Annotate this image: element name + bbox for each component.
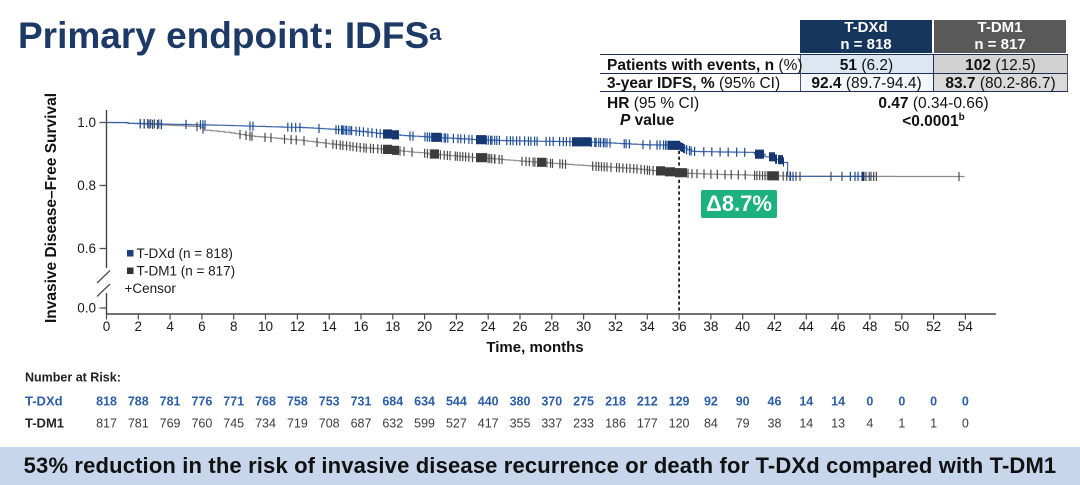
svg-text:14: 14 bbox=[799, 395, 813, 409]
svg-text:0: 0 bbox=[103, 319, 111, 334]
svg-text:36: 36 bbox=[672, 319, 687, 334]
svg-text:16: 16 bbox=[353, 319, 368, 334]
svg-text:8: 8 bbox=[230, 319, 238, 334]
svg-text:2: 2 bbox=[135, 319, 143, 334]
svg-text:0: 0 bbox=[962, 417, 969, 431]
svg-text:T-DXd: T-DXd bbox=[25, 394, 63, 409]
svg-text:92: 92 bbox=[704, 395, 718, 409]
svg-text:370: 370 bbox=[541, 395, 562, 409]
svg-text:776: 776 bbox=[191, 395, 212, 409]
svg-text:120: 120 bbox=[669, 417, 690, 431]
svg-text:+Censor: +Censor bbox=[125, 281, 177, 296]
svg-text:708: 708 bbox=[319, 417, 340, 431]
svg-text:40: 40 bbox=[735, 319, 750, 334]
svg-text:275: 275 bbox=[573, 395, 594, 409]
svg-text:22: 22 bbox=[449, 319, 464, 334]
svg-text:4: 4 bbox=[166, 319, 174, 334]
svg-text:440: 440 bbox=[478, 395, 499, 409]
svg-text:30: 30 bbox=[576, 319, 591, 334]
svg-text:233: 233 bbox=[573, 417, 594, 431]
svg-text:218: 218 bbox=[605, 395, 626, 409]
svg-text:788: 788 bbox=[128, 395, 149, 409]
svg-text:32: 32 bbox=[608, 319, 623, 334]
svg-text:0.0: 0.0 bbox=[77, 301, 96, 316]
svg-text:760: 760 bbox=[191, 417, 212, 431]
svg-text:14: 14 bbox=[799, 417, 813, 431]
svg-text:186: 186 bbox=[605, 417, 626, 431]
svg-text:745: 745 bbox=[223, 417, 244, 431]
svg-text:212: 212 bbox=[637, 395, 658, 409]
svg-text:18: 18 bbox=[385, 319, 400, 334]
svg-text:380: 380 bbox=[510, 395, 531, 409]
svg-text:818: 818 bbox=[96, 395, 117, 409]
svg-text:753: 753 bbox=[319, 395, 340, 409]
svg-text:52: 52 bbox=[926, 319, 941, 334]
svg-text:24: 24 bbox=[481, 319, 497, 334]
svg-text:0: 0 bbox=[962, 395, 969, 409]
svg-text:0: 0 bbox=[866, 395, 873, 409]
svg-text:177: 177 bbox=[637, 417, 658, 431]
svg-text:355: 355 bbox=[510, 417, 531, 431]
svg-text:719: 719 bbox=[287, 417, 308, 431]
svg-text:0.8: 0.8 bbox=[77, 178, 96, 193]
svg-text:634: 634 bbox=[414, 395, 435, 409]
svg-text:758: 758 bbox=[287, 395, 308, 409]
svg-text:28: 28 bbox=[544, 319, 559, 334]
svg-text:1: 1 bbox=[898, 417, 905, 431]
svg-text:769: 769 bbox=[160, 417, 181, 431]
svg-text:44: 44 bbox=[799, 319, 815, 334]
svg-text:734: 734 bbox=[255, 417, 276, 431]
svg-text:684: 684 bbox=[382, 395, 403, 409]
svg-text:54: 54 bbox=[958, 319, 974, 334]
svg-text:1.0: 1.0 bbox=[77, 115, 96, 130]
svg-text:599: 599 bbox=[414, 417, 435, 431]
svg-text:20: 20 bbox=[417, 319, 432, 334]
svg-text:527: 527 bbox=[446, 417, 467, 431]
svg-text:38: 38 bbox=[703, 319, 718, 334]
svg-text:771: 771 bbox=[223, 395, 244, 409]
svg-text:0: 0 bbox=[898, 395, 905, 409]
svg-text:13: 13 bbox=[831, 417, 845, 431]
svg-text:817: 817 bbox=[96, 417, 117, 431]
svg-text:1: 1 bbox=[930, 417, 937, 431]
svg-text:6: 6 bbox=[198, 319, 206, 334]
svg-text:544: 544 bbox=[446, 395, 467, 409]
svg-text:84: 84 bbox=[704, 417, 718, 431]
svg-text:79: 79 bbox=[736, 417, 750, 431]
svg-text:0: 0 bbox=[930, 395, 937, 409]
svg-text:781: 781 bbox=[128, 417, 149, 431]
svg-text:337: 337 bbox=[541, 417, 562, 431]
svg-text:632: 632 bbox=[382, 417, 403, 431]
svg-text:46: 46 bbox=[831, 319, 846, 334]
svg-text:781: 781 bbox=[160, 395, 181, 409]
svg-text:46: 46 bbox=[768, 395, 782, 409]
svg-text:Number at Risk:: Number at Risk: bbox=[25, 371, 121, 385]
svg-text:T-DM1 (n = 817): T-DM1 (n = 817) bbox=[137, 264, 236, 279]
svg-text:26: 26 bbox=[512, 319, 527, 334]
svg-text:0.6: 0.6 bbox=[77, 241, 96, 256]
svg-text:T-DM1: T-DM1 bbox=[25, 416, 64, 431]
svg-text:38: 38 bbox=[768, 417, 782, 431]
svg-text:10: 10 bbox=[258, 319, 273, 334]
svg-text:4: 4 bbox=[866, 417, 873, 431]
svg-text:T-DXd (n = 818): T-DXd (n = 818) bbox=[137, 246, 233, 261]
svg-text:34: 34 bbox=[640, 319, 656, 334]
svg-text:48: 48 bbox=[862, 319, 877, 334]
svg-text:14: 14 bbox=[831, 395, 845, 409]
svg-text:50: 50 bbox=[894, 319, 909, 334]
svg-text:Time, months: Time, months bbox=[486, 339, 583, 356]
svg-text:768: 768 bbox=[255, 395, 276, 409]
svg-text:14: 14 bbox=[322, 319, 338, 334]
svg-text:42: 42 bbox=[767, 319, 782, 334]
svg-text:129: 129 bbox=[669, 395, 690, 409]
svg-text:90: 90 bbox=[736, 395, 750, 409]
svg-text:731: 731 bbox=[351, 395, 372, 409]
svg-text:12: 12 bbox=[290, 319, 305, 334]
svg-text:687: 687 bbox=[351, 417, 372, 431]
svg-text:417: 417 bbox=[478, 417, 499, 431]
